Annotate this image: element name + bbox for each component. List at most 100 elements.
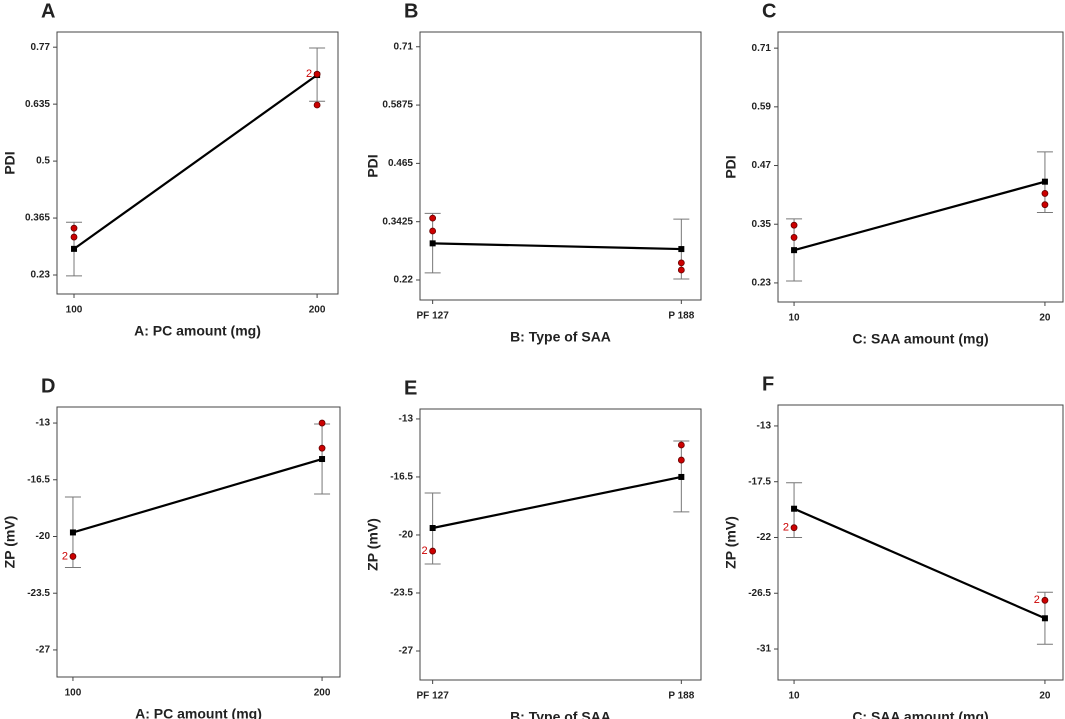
x-tick-label: P 188 — [668, 691, 694, 702]
y-tick-label: -16.5 — [390, 472, 413, 483]
x-axis-label: C: SAA amount (mg) — [852, 709, 988, 719]
design-point — [677, 259, 685, 267]
x-axis-label: A: PC amount (mg) — [135, 706, 262, 719]
y-axis-label: ZP (mV) — [723, 516, 739, 569]
mean-line — [432, 475, 682, 530]
point-count-label: 2 — [62, 550, 68, 562]
y-tick-label: -20 — [399, 530, 414, 541]
y-tick-label: 0.635 — [25, 99, 50, 110]
x-tick-label: P 188 — [668, 311, 694, 322]
mean-marker — [319, 456, 326, 463]
y-tick-label: 0.23 — [31, 270, 51, 281]
mean-marker — [678, 473, 685, 480]
design-point — [313, 70, 321, 78]
y-tick-label: -13 — [36, 418, 51, 429]
mean-line — [432, 242, 682, 251]
y-tick-label: 0.47 — [752, 160, 772, 171]
panel-letter: B — [404, 0, 418, 22]
design-point — [313, 101, 321, 109]
y-axis-label: PDI — [365, 154, 381, 177]
x-tick-label: 100 — [65, 688, 82, 699]
panel-letter: C — [762, 0, 776, 22]
plot-frame — [777, 31, 1064, 303]
mean-marker — [1041, 178, 1048, 185]
mean-line — [73, 74, 318, 250]
x-tick-label: 20 — [1039, 691, 1051, 702]
point-count-label: 2 — [783, 522, 789, 534]
y-tick-label: 0.465 — [388, 158, 413, 169]
x-axis-label: A: PC amount (mg) — [134, 323, 261, 339]
x-tick-label: 20 — [1039, 313, 1051, 324]
y-tick-label: -23.5 — [27, 588, 50, 599]
y-tick-label: -20 — [36, 531, 51, 542]
mean-marker — [791, 505, 798, 512]
x-tick-label: 10 — [788, 691, 800, 702]
y-tick-label: 0.71 — [752, 43, 772, 54]
y-tick-label: -13 — [757, 421, 772, 432]
design-point — [677, 456, 685, 464]
x-tick-label: 10 — [788, 313, 800, 324]
design-point — [790, 221, 798, 229]
mean-marker — [429, 240, 436, 247]
y-tick-label: -16.5 — [27, 474, 50, 485]
y-tick-label: -26.5 — [748, 588, 771, 599]
y-tick-label: 0.3425 — [382, 216, 413, 227]
x-tick-label: 100 — [66, 305, 83, 316]
plot-frame — [419, 408, 702, 681]
panel-letter: D — [41, 375, 55, 397]
design-point — [70, 233, 78, 241]
y-tick-label: -23.5 — [390, 588, 413, 599]
x-tick-label: 200 — [309, 305, 326, 316]
y-axis-label: ZP (mV) — [2, 516, 18, 569]
y-tick-label: -27 — [36, 645, 51, 656]
plot-frame — [56, 31, 339, 295]
y-tick-label: 0.5 — [36, 156, 50, 167]
design-point — [69, 553, 77, 560]
panel-letter: F — [762, 373, 774, 395]
design-point — [318, 419, 326, 427]
design-point — [1041, 596, 1049, 604]
design-point — [677, 441, 685, 449]
design-point — [318, 444, 326, 452]
mean-marker — [69, 529, 76, 536]
y-axis-label: ZP (mV) — [365, 518, 381, 571]
y-tick-label: -27 — [399, 646, 414, 657]
x-axis-label: C: SAA amount (mg) — [852, 331, 988, 347]
y-tick-label: 0.71 — [394, 41, 414, 52]
design-point — [790, 234, 798, 241]
y-axis-label: PDI — [723, 155, 739, 178]
design-point — [1041, 190, 1049, 197]
x-tick-label: PF 127 — [417, 311, 450, 322]
plot-frame — [777, 404, 1064, 681]
design-point — [677, 266, 685, 274]
mean-line — [793, 507, 1046, 620]
x-axis-label: B: Type of SAA — [510, 329, 611, 345]
mean-marker — [71, 245, 78, 252]
panel-letter: E — [404, 377, 417, 399]
mean-marker — [678, 246, 685, 253]
y-tick-label: -17.5 — [748, 476, 771, 487]
design-point — [790, 524, 798, 532]
y-tick-label: 0.23 — [752, 278, 772, 289]
mean-marker — [1041, 615, 1048, 622]
point-count-label: 2 — [422, 545, 428, 557]
plot-frame — [419, 31, 702, 301]
mean-marker — [791, 247, 798, 254]
y-tick-label: 0.59 — [752, 101, 772, 112]
y-axis-label: PDI — [2, 151, 18, 174]
point-count-label: 2 — [1034, 594, 1040, 606]
plot-frame — [56, 406, 341, 678]
mean-line — [72, 457, 323, 534]
design-point — [429, 214, 437, 222]
point-count-label: 2 — [306, 68, 312, 80]
y-tick-label: -31 — [757, 644, 772, 655]
y-tick-label: 0.365 — [25, 213, 50, 224]
mean-line — [793, 180, 1046, 252]
design-point — [1041, 201, 1049, 209]
mean-marker — [429, 525, 436, 532]
y-tick-label: -22 — [757, 532, 772, 543]
design-point — [429, 227, 437, 235]
y-tick-label: 0.77 — [31, 42, 51, 53]
x-axis-label: B: Type of SAA — [510, 709, 611, 719]
